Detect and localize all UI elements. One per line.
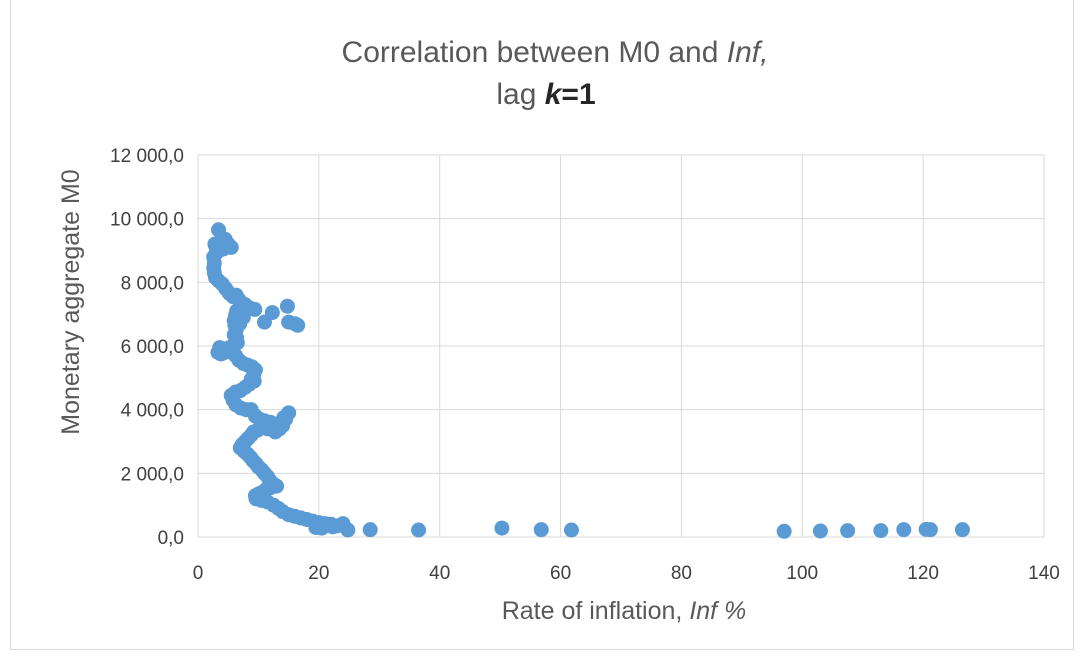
chart-title-line1-italic: Inf,: [727, 36, 769, 69]
data-point: [533, 522, 549, 538]
data-point: [896, 522, 912, 538]
y-tick-label: 12 000,0: [110, 146, 184, 167]
x-tick-label: 40: [429, 563, 450, 584]
data-point: [325, 519, 341, 535]
chart-title-line1-text: Correlation between M0 and: [342, 36, 727, 69]
data-point: [563, 522, 579, 538]
data-points: [206, 222, 970, 539]
data-point: [287, 316, 303, 332]
data-point: [247, 301, 263, 317]
y-tick-label: 0,0: [158, 528, 184, 549]
data-point: [362, 522, 378, 538]
x-axis-ticks: 0 20 40 60 80 100 120 140: [193, 563, 1060, 584]
x-tick-label: 0: [193, 563, 204, 584]
y-axis-title: Monetary aggregate M0: [57, 169, 85, 434]
x-tick-label: 20: [308, 563, 329, 584]
data-point: [954, 522, 970, 538]
data-point: [873, 523, 889, 539]
data-point: [922, 522, 938, 538]
y-tick-label: 4 000,0: [121, 401, 184, 422]
x-axis-title: Rate of inflation, Inf %: [502, 597, 747, 625]
x-axis-title-italic: Inf %: [689, 597, 746, 625]
x-tick-label: 80: [671, 563, 692, 584]
x-tick-label: 140: [1028, 563, 1060, 584]
data-point: [840, 523, 856, 539]
x-axis-title-text: Rate of inflation,: [502, 597, 690, 625]
chart-title-line2: lag k=1: [496, 78, 595, 111]
x-tick-label: 120: [907, 563, 939, 584]
data-point: [411, 522, 427, 538]
chart-title-lag-symbol: k: [545, 78, 563, 111]
chart-title-lag-value: =1: [561, 78, 595, 111]
y-tick-label: 10 000,0: [110, 210, 184, 231]
gridlines: [197, 154, 1045, 538]
data-point: [494, 520, 510, 536]
data-point: [264, 305, 280, 321]
data-point: [279, 298, 295, 314]
chart-title-line1: Correlation between M0 and Inf,: [342, 36, 769, 69]
chart-title-line2-text: lag: [496, 78, 544, 111]
y-axis-ticks: 0,0 2 000,0 4 000,0 6 000,0 8 000,0 10 000,0 1…: [110, 146, 184, 549]
y-tick-label: 8 000,0: [121, 273, 184, 294]
y-tick-label: 2 000,0: [121, 464, 184, 485]
chart-frame: [10, 0, 1074, 650]
x-tick-label: 100: [786, 563, 818, 584]
data-point: [776, 523, 792, 539]
data-point: [235, 309, 251, 325]
data-point: [812, 523, 828, 539]
data-point: [314, 520, 330, 536]
y-tick-label: 6 000,0: [121, 337, 184, 358]
x-tick-label: 60: [550, 563, 571, 584]
data-point: [340, 522, 356, 538]
